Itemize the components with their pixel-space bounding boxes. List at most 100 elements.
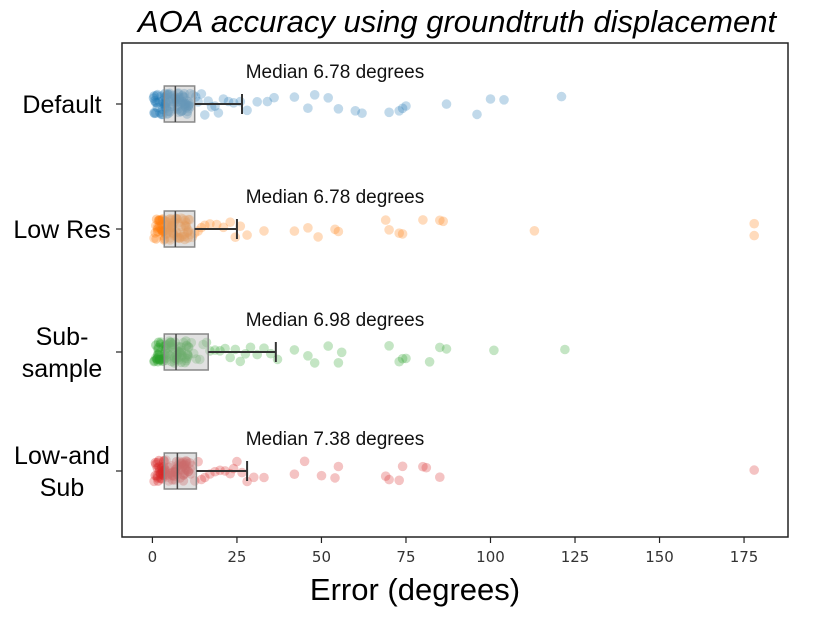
data-point bbox=[175, 98, 186, 108]
data-point bbox=[155, 473, 166, 484]
data-point bbox=[178, 337, 189, 348]
data-point bbox=[165, 213, 176, 224]
data-point bbox=[384, 341, 394, 351]
data-point bbox=[148, 93, 159, 103]
data-point bbox=[163, 214, 174, 225]
box-iqr bbox=[163, 85, 196, 123]
data-point bbox=[155, 339, 166, 349]
data-point bbox=[529, 226, 540, 236]
data-point bbox=[323, 93, 334, 103]
data-point bbox=[176, 345, 187, 356]
data-point bbox=[166, 221, 177, 231]
data-point bbox=[380, 471, 391, 482]
data-point bbox=[394, 228, 405, 238]
data-point bbox=[181, 355, 192, 366]
data-point bbox=[380, 215, 391, 225]
category-group: Median 6.78 degrees bbox=[149, 187, 759, 248]
data-point bbox=[272, 354, 283, 365]
data-point bbox=[154, 96, 164, 107]
data-point bbox=[177, 461, 188, 472]
data-point bbox=[166, 220, 177, 231]
median-annotation: Median 7.38 degrees bbox=[246, 429, 425, 450]
data-point bbox=[169, 96, 179, 107]
data-point bbox=[183, 226, 193, 237]
data-point bbox=[150, 228, 160, 238]
data-point bbox=[166, 337, 176, 348]
data-point bbox=[185, 101, 196, 112]
data-point bbox=[150, 96, 160, 106]
data-point bbox=[183, 227, 193, 238]
data-point bbox=[167, 222, 177, 233]
data-point bbox=[152, 354, 162, 364]
data-point bbox=[178, 460, 189, 471]
data-point bbox=[158, 226, 168, 236]
data-point bbox=[556, 91, 567, 102]
data-point bbox=[213, 108, 224, 118]
data-point bbox=[150, 97, 161, 108]
data-point bbox=[259, 226, 269, 236]
data-point bbox=[158, 470, 168, 480]
data-point bbox=[178, 214, 188, 224]
data-point bbox=[149, 476, 159, 487]
data-point bbox=[163, 476, 174, 486]
data-point bbox=[155, 215, 166, 226]
data-point bbox=[162, 470, 173, 480]
data-point bbox=[166, 461, 177, 471]
data-point bbox=[172, 349, 183, 360]
data-point bbox=[161, 93, 171, 103]
data-point bbox=[182, 353, 192, 364]
data-point bbox=[179, 100, 189, 110]
data-point bbox=[157, 227, 168, 237]
data-point bbox=[180, 100, 191, 110]
data-point bbox=[185, 229, 196, 240]
data-point bbox=[180, 357, 190, 368]
data-point bbox=[183, 97, 194, 107]
data-point bbox=[177, 105, 188, 116]
data-point bbox=[179, 88, 190, 99]
data-point bbox=[154, 462, 164, 472]
data-point bbox=[165, 107, 175, 117]
data-point bbox=[180, 468, 190, 479]
box-iqr bbox=[163, 333, 209, 371]
data-point bbox=[180, 215, 190, 226]
data-point bbox=[418, 461, 428, 472]
category-group: Median 7.38 degrees bbox=[149, 429, 759, 490]
data-point bbox=[167, 343, 177, 353]
data-point bbox=[158, 230, 168, 241]
data-point bbox=[152, 463, 163, 473]
data-point bbox=[172, 97, 182, 107]
data-point bbox=[181, 340, 192, 351]
data-point bbox=[323, 341, 334, 351]
data-point bbox=[309, 90, 320, 100]
data-point bbox=[190, 92, 201, 102]
data-point bbox=[169, 467, 179, 477]
data-point bbox=[152, 473, 163, 483]
data-point bbox=[177, 97, 188, 108]
data-point bbox=[164, 226, 175, 236]
data-point bbox=[153, 349, 163, 359]
data-point bbox=[149, 108, 160, 119]
data-point bbox=[397, 229, 408, 239]
data-point bbox=[176, 106, 186, 117]
data-point bbox=[183, 233, 193, 243]
data-point bbox=[289, 345, 300, 355]
data-point bbox=[182, 465, 192, 475]
data-point bbox=[151, 220, 161, 231]
data-point bbox=[749, 218, 759, 229]
data-point bbox=[163, 108, 174, 119]
median-annotation: Median 6.78 degrees bbox=[246, 62, 425, 83]
data-point bbox=[174, 93, 184, 103]
data-point bbox=[289, 469, 300, 480]
data-point bbox=[174, 232, 185, 243]
data-point bbox=[183, 350, 193, 360]
data-point bbox=[175, 228, 185, 238]
data-point bbox=[242, 476, 252, 487]
data-point bbox=[182, 456, 192, 467]
data-point bbox=[178, 457, 188, 467]
data-point bbox=[174, 107, 184, 118]
data-point bbox=[313, 232, 323, 242]
data-point bbox=[303, 103, 313, 113]
data-point bbox=[225, 217, 235, 227]
data-point bbox=[160, 97, 171, 107]
